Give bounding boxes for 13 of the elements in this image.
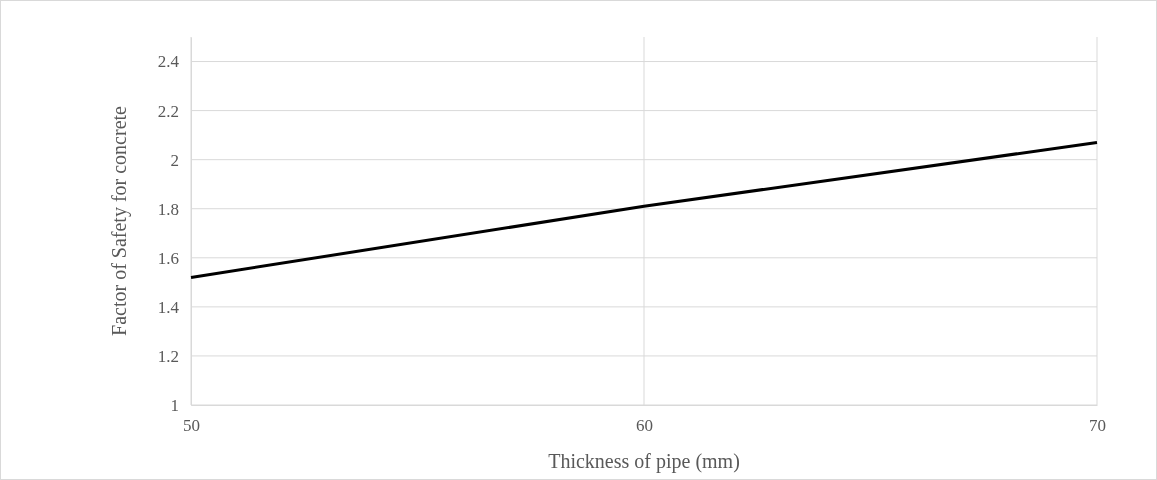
y-tick-label: 2 [170, 150, 179, 170]
x-tick-label: 70 [1089, 416, 1106, 436]
x-axis-title: Thickness of pipe (mm) [548, 450, 740, 473]
x-tick-label: 50 [183, 416, 200, 436]
y-tick-label: 1.6 [157, 248, 179, 268]
y-tick-label: 2.2 [157, 101, 179, 121]
y-tick-label: 1.4 [157, 297, 180, 317]
y-tick-label: 1 [170, 395, 179, 415]
y-axis-title: Factor of Safety for concrete [108, 105, 131, 336]
y-tick-label: 1.8 [157, 199, 179, 219]
y-tick-label: 1.2 [157, 346, 179, 366]
x-tick-label: 60 [636, 416, 653, 436]
y-tick-label: 2.4 [157, 52, 180, 72]
